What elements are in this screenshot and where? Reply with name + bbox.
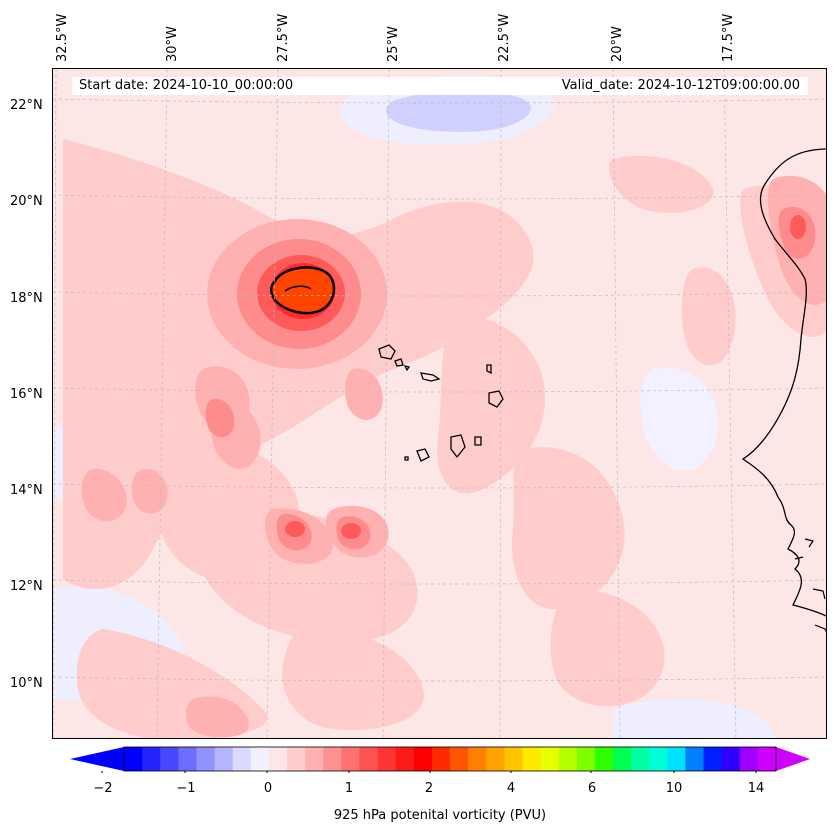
colorbar-cell	[649, 747, 668, 771]
colorbar-cell	[450, 747, 469, 771]
colorbar-cell	[232, 747, 252, 771]
lat-label-10n: 10°N	[10, 676, 43, 691]
lon-label-17-5w: 17.5°W	[721, 13, 736, 62]
cape-verde-islands	[378, 344, 504, 462]
map-panel[interactable]	[52, 68, 827, 739]
colorbar-cell	[178, 747, 197, 771]
lat-label-22n: 22°N	[10, 98, 43, 113]
colorbar	[70, 746, 810, 773]
colorbar-over-arrow	[776, 747, 810, 771]
colorbar-cell	[703, 747, 723, 771]
lon-label-32-5w: 32.5°W	[55, 13, 70, 62]
colorbar-title: 925 hPa potenital vorticity (PVU)	[333, 808, 547, 823]
african-coastline	[741, 148, 826, 617]
colorbar-cells	[124, 747, 777, 771]
colorbar-cell	[413, 747, 433, 771]
colorbar-cell	[757, 747, 777, 771]
colorbar-cell	[631, 747, 650, 771]
cyclone-contour	[270, 266, 336, 315]
lat-label-20n: 20°N	[10, 194, 43, 209]
colorbar-ticks	[101, 771, 757, 773]
colorbar-cell	[576, 747, 596, 771]
colorbar-tick-0: 0	[263, 781, 273, 796]
lat-label-12n: 12°N	[10, 579, 43, 594]
lat-label-16n: 16°N	[10, 387, 43, 402]
colorbar-outline	[123, 746, 777, 772]
colorbar-tick-minus1: −1	[176, 781, 196, 796]
colorbar-cell	[142, 747, 161, 771]
colorbar-cell	[522, 747, 541, 771]
secondary-hotspots	[285, 215, 806, 539]
colorbar-cell	[214, 747, 234, 771]
lat-label-18n: 18°N	[10, 291, 43, 306]
colorbar-cell	[594, 747, 614, 771]
colorbar-cell	[359, 747, 378, 771]
colorbar-cell	[160, 747, 179, 771]
colorbar-tick-minus2: −2	[93, 781, 113, 796]
colorbar-cell	[667, 747, 686, 771]
colorbar-cell	[721, 747, 741, 771]
colorbar-cell	[685, 747, 704, 771]
colorbar-cell	[486, 747, 505, 771]
graticule	[53, 69, 826, 738]
colorbar-cell	[468, 747, 487, 771]
colorbar-tick-2: 2	[424, 781, 434, 796]
info-banner	[72, 77, 808, 95]
lon-label-27-5w: 27.5°W	[276, 13, 291, 62]
colorbar-cell	[739, 747, 759, 771]
colorbar-tick-4: 4	[506, 781, 516, 796]
lon-label-20w: 20°W	[610, 26, 625, 62]
pv-field-map	[53, 69, 826, 738]
colorbar-cell	[124, 747, 143, 771]
high-pv-core	[257, 255, 345, 331]
colorbar-cell	[395, 747, 415, 771]
lon-label-25w: 25°W	[386, 26, 401, 62]
lon-label-22-5w: 22.5°W	[497, 13, 512, 62]
colorbar-cell	[196, 747, 215, 771]
colorbar-cell	[558, 747, 578, 771]
valid-date-label: Valid_date: 2024-10-12T09:00:00.00	[561, 78, 800, 93]
colorbar-cell	[287, 747, 306, 771]
lat-label-14n: 14°N	[10, 483, 43, 498]
colorbar-cell	[323, 747, 342, 771]
colorbar-cell	[341, 747, 360, 771]
colorbar-cell	[431, 747, 451, 771]
colorbar-cell	[377, 747, 397, 771]
lon-label-30w: 30°W	[165, 26, 180, 62]
colorbar-cell	[540, 747, 560, 771]
coastline-inlets	[794, 538, 826, 633]
colorbar-tick-14: 14	[747, 781, 765, 796]
colorbar-tick-1: 1	[344, 781, 354, 796]
colorbar-cell	[504, 747, 523, 771]
colorbar-cell	[268, 747, 288, 771]
negative-pv-areas	[53, 75, 773, 738]
colorbar-tick-6: 6	[587, 781, 597, 796]
colorbar-cell	[250, 747, 270, 771]
colorbar-cell	[305, 747, 324, 771]
colorbar-under-arrow	[70, 747, 124, 771]
colorbar-cell	[613, 747, 632, 771]
start-date-label: Start date: 2024-10-10_00:00:00	[79, 78, 294, 93]
colorbar-tick-10: 10	[665, 781, 683, 796]
